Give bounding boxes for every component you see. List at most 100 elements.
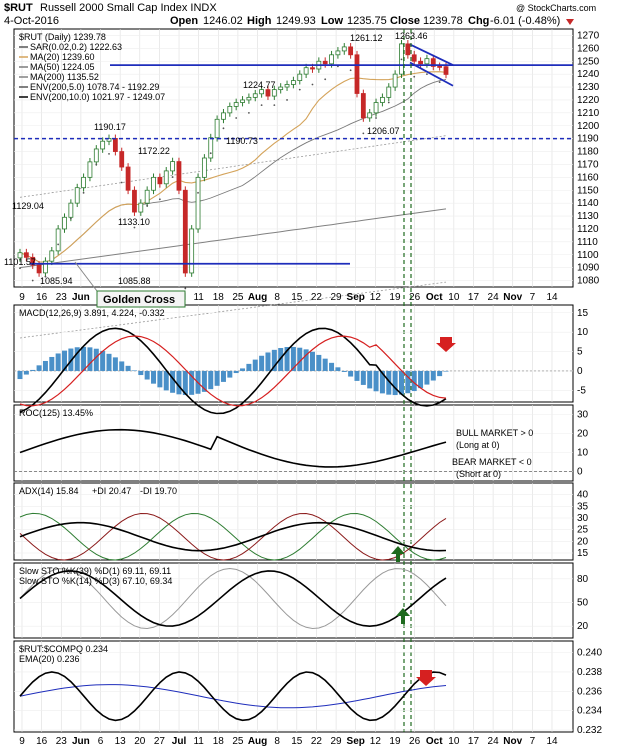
- macd-histogram-bar: [354, 370, 360, 381]
- macd-histogram-bar: [42, 360, 48, 371]
- plus-di-title: +DI 20.47: [92, 486, 131, 496]
- candle-body: [310, 67, 315, 70]
- x-tick-label: 9: [19, 292, 25, 303]
- x-tick-label: 11: [193, 736, 204, 747]
- y-tick-label: 15: [577, 308, 589, 319]
- candle-body: [106, 138, 112, 142]
- x-tick-label: Aug: [248, 292, 267, 303]
- candle-body: [252, 93, 258, 98]
- x-tick-label: 29: [331, 292, 343, 303]
- macd-histogram-bar: [119, 361, 125, 371]
- sar-dot: [57, 243, 60, 246]
- macd-histogram-bar: [201, 370, 207, 392]
- x-tick-label: 29: [331, 736, 343, 747]
- x-tick-label: 12: [370, 292, 382, 303]
- macd-histogram-bar: [246, 363, 252, 371]
- y-tick-label: 1270: [577, 30, 600, 41]
- slow-sto-39-line: [19, 570, 447, 628]
- sar-dot: [209, 152, 212, 155]
- callout-box: [96, 290, 186, 308]
- x-tick-label: 16: [36, 292, 48, 303]
- candle-body: [392, 73, 398, 88]
- candle-body: [112, 138, 118, 152]
- y-tick-label: 25: [577, 525, 589, 536]
- panel-frame-adx: [13, 482, 574, 561]
- x-tick-label: Nov: [503, 292, 522, 303]
- price-legend-entry: SAR(0.02,0.2) 1222.63: [30, 42, 122, 52]
- x-tick-label: Jun: [72, 292, 90, 303]
- y-tick-label: 1200: [577, 121, 600, 132]
- x-tick-label: 19: [389, 736, 401, 747]
- y-tick-label: 1220: [577, 95, 600, 106]
- y-tick-label: 1130: [577, 211, 599, 222]
- candle-body: [87, 161, 93, 178]
- ema-title: EMA(20) 0.236: [19, 654, 80, 664]
- macd-histogram-bar: [373, 370, 379, 392]
- macd-histogram-bar: [411, 370, 417, 392]
- y-tick-label: 1120: [577, 224, 599, 235]
- x-tick-label: 22: [311, 292, 323, 303]
- macd-histogram-bar: [271, 349, 277, 371]
- sar-dot: [413, 75, 416, 78]
- x-tick-label: 19: [389, 292, 401, 303]
- x-tick-label: 12: [370, 736, 382, 747]
- candle-body: [100, 140, 106, 150]
- macd-histogram-bar: [335, 367, 341, 371]
- x-tick-label: 26: [409, 292, 421, 303]
- candle-body: [411, 54, 417, 62]
- candle-body: [418, 60, 423, 65]
- y-tick-label: 30: [577, 513, 589, 524]
- down-arrow-icon: [436, 337, 456, 352]
- candle-body: [380, 96, 385, 103]
- candle-body: [227, 106, 233, 114]
- macd-histogram-bar: [227, 370, 233, 378]
- price-annotation: 1101.57: [4, 257, 36, 267]
- x-tick-label: 17: [468, 736, 480, 747]
- ratio-title: $RUT:$COMPQ 0.234: [19, 644, 108, 654]
- y-tick-label: 30: [577, 410, 589, 421]
- macd-histogram-bar: [157, 370, 163, 388]
- bull-market-note: BULL MARKET > 0: [456, 428, 533, 438]
- macd-histogram-bar: [163, 370, 169, 391]
- candle-body: [62, 216, 67, 230]
- sar-dot: [235, 117, 238, 119]
- close-value: 1239.78: [423, 15, 463, 27]
- golden-cross-callout: Golden Cross: [103, 294, 175, 306]
- macd-histogram-bar: [144, 370, 150, 380]
- sto-title-2: Slow STO %K(14) %D(3) 67.10, 69.34: [19, 576, 172, 586]
- y-tick-label: 1160: [577, 172, 599, 183]
- sar-dot: [95, 163, 98, 166]
- y-tick-label: 1150: [577, 185, 599, 196]
- adx-line: [19, 521, 447, 552]
- callout-leader: [74, 261, 101, 296]
- panel-frame-sto: [13, 562, 574, 639]
- macd-histogram-bar: [138, 370, 144, 376]
- symbol: $RUT: [4, 2, 33, 14]
- macd-histogram-bar: [62, 350, 68, 371]
- candle-body: [341, 46, 347, 52]
- ma20-line: [19, 71, 447, 263]
- ma50-line: [19, 78, 447, 263]
- adx-title: ADX(14) 15.84: [19, 486, 79, 496]
- panel-frame-macd: [13, 304, 574, 403]
- macd-histogram-bar: [430, 370, 436, 381]
- low-value: 1235.75: [347, 15, 387, 27]
- y-tick-label: 0.238: [577, 667, 602, 678]
- y-tick-label: 20: [577, 621, 589, 632]
- sar-dot: [184, 287, 187, 290]
- sar-dot: [375, 117, 377, 119]
- macd-histogram-bar: [81, 346, 87, 371]
- macd-histogram-bar: [176, 370, 182, 395]
- candle-body: [233, 102, 239, 107]
- macd-histogram-bar: [36, 365, 42, 371]
- candle-body: [201, 157, 207, 178]
- y-tick-label: 1250: [577, 56, 600, 67]
- candle-body: [405, 43, 411, 56]
- macd-histogram-bar: [220, 370, 226, 382]
- y-tick-label: 1170: [577, 159, 599, 170]
- open-label: Open: [170, 15, 198, 27]
- candle-body: [170, 161, 175, 172]
- macd-histogram-bar: [125, 365, 131, 371]
- sar-dot: [69, 217, 72, 220]
